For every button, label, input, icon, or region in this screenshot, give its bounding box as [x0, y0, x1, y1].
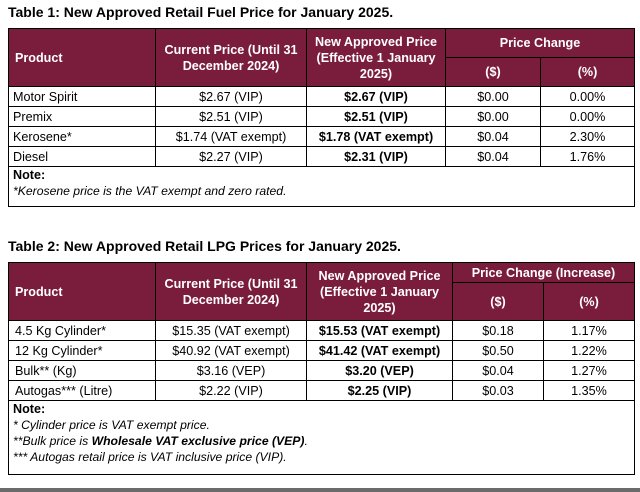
- table-row: Premix $2.51 (VIP) $2.51 (VIP) $0.00 0.0…: [8, 106, 635, 127]
- current-price-cell: $1.74 (VAT exempt): [155, 126, 307, 147]
- bottom-scroll-bar: [0, 488, 640, 492]
- table-row: 12 Kg Cylinder* $40.92 (VAT exempt) $41.…: [8, 340, 635, 361]
- header-new-price: New Approved Price (Effective 1 January …: [306, 262, 453, 321]
- header-change-dollar: ($): [445, 57, 541, 87]
- header-price-change: Price Change: [445, 28, 635, 58]
- header-current-price: Current Price (Until 31 December 2024): [155, 262, 307, 321]
- note-bulk-suffix: .: [304, 434, 308, 448]
- note-title: Note:: [13, 402, 46, 416]
- note-line: *Kerosene price is the VAT exempt and ze…: [13, 184, 287, 198]
- header-current-price: Current Price (Until 31 December 2024): [155, 28, 307, 87]
- change-dollar-cell: $0.50: [452, 340, 544, 361]
- note-bulk-bold: Wholesale VAT exclusive price (VEP): [91, 434, 305, 448]
- header-product: Product: [8, 262, 156, 321]
- change-percent-cell: 1.17%: [543, 320, 635, 341]
- note-line-autogas: *** Autogas retail price is VAT inclusiv…: [13, 450, 287, 464]
- table2-title: Table 2: New Approved Retail LPG Prices …: [8, 238, 401, 254]
- header-new-price: New Approved Price (Effective 1 January …: [306, 28, 446, 87]
- new-price-cell: $1.78 (VAT exempt): [306, 126, 446, 147]
- table1-title: Table 1: New Approved Retail Fuel Price …: [8, 4, 394, 20]
- new-price-cell: $15.53 (VAT exempt): [306, 320, 453, 341]
- change-percent-cell: 0.00%: [540, 86, 635, 107]
- note-bulk-prefix: **Bulk price is: [13, 434, 92, 448]
- table1-note: Note: *Kerosene price is the VAT exempt …: [8, 166, 635, 207]
- table-row: 4.5 Kg Cylinder* $15.35 (VAT exempt) $15…: [8, 320, 635, 341]
- product-cell: Kerosene*: [8, 126, 156, 147]
- change-percent-cell: 2.30%: [540, 126, 635, 147]
- table-row: Motor Spirit $2.67 (VIP) $2.67 (VIP) $0.…: [8, 86, 635, 107]
- change-percent-cell: 1.35%: [543, 380, 635, 401]
- note-title: Note:: [13, 168, 46, 182]
- current-price-cell: $15.35 (VAT exempt): [155, 320, 307, 341]
- new-price-cell: $3.20 (VEP): [306, 360, 453, 381]
- change-dollar-cell: $0.18: [452, 320, 544, 341]
- new-price-cell: $2.51 (VIP): [306, 106, 446, 127]
- change-dollar-cell: $0.04: [445, 126, 541, 147]
- change-dollar-cell: $0.00: [445, 86, 541, 107]
- product-cell: 12 Kg Cylinder*: [8, 340, 156, 361]
- new-price-cell: $41.42 (VAT exempt): [306, 340, 453, 361]
- table2-note: Note: * Cylinder price is VAT exempt pri…: [8, 400, 635, 475]
- header-change-percent: (%): [540, 57, 635, 87]
- product-cell: Premix: [8, 106, 156, 127]
- header-price-change: Price Change (Increase): [452, 262, 635, 283]
- note-line-bulk: **Bulk price is Wholesale VAT exclusive …: [13, 433, 630, 449]
- change-dollar-cell: $0.04: [452, 360, 544, 381]
- current-price-cell: $2.51 (VIP): [155, 106, 307, 127]
- change-percent-cell: 1.22%: [543, 340, 635, 361]
- fuel-price-table: Product Current Price (Until 31 December…: [8, 28, 635, 207]
- product-cell: Diesel: [8, 146, 156, 167]
- change-dollar-cell: $0.04: [445, 146, 541, 167]
- product-cell: 4.5 Kg Cylinder*: [8, 320, 156, 341]
- product-cell: Bulk** (Kg): [8, 360, 156, 381]
- product-cell: Autogas*** (Litre): [8, 380, 156, 401]
- table-row: Autogas*** (Litre) $2.22 (VIP) $2.25 (VI…: [8, 380, 635, 401]
- product-cell: Motor Spirit: [8, 86, 156, 107]
- current-price-cell: $2.27 (VIP): [155, 146, 307, 167]
- change-dollar-cell: $0.03: [452, 380, 544, 401]
- table-row: Diesel $2.27 (VIP) $2.31 (VIP) $0.04 1.7…: [8, 146, 635, 167]
- new-price-cell: $2.31 (VIP): [306, 146, 446, 167]
- change-percent-cell: 1.76%: [540, 146, 635, 167]
- new-price-cell: $2.67 (VIP): [306, 86, 446, 107]
- change-percent-cell: 1.27%: [543, 360, 635, 381]
- table-row: Bulk** (Kg) $3.16 (VEP) $3.20 (VEP) $0.0…: [8, 360, 635, 381]
- lpg-price-table: Product Current Price (Until 31 December…: [8, 262, 635, 475]
- current-price-cell: $40.92 (VAT exempt): [155, 340, 307, 361]
- header-product: Product: [8, 28, 156, 87]
- new-price-cell: $2.25 (VIP): [306, 380, 453, 401]
- current-price-cell: $2.22 (VIP): [155, 380, 307, 401]
- note-line-cylinder: * Cylinder price is VAT exempt price.: [13, 418, 210, 432]
- table-row: Kerosene* $1.74 (VAT exempt) $1.78 (VAT …: [8, 126, 635, 147]
- change-percent-cell: 0.00%: [540, 106, 635, 127]
- current-price-cell: $2.67 (VIP): [155, 86, 307, 107]
- header-change-dollar: ($): [452, 282, 544, 321]
- change-dollar-cell: $0.00: [445, 106, 541, 127]
- current-price-cell: $3.16 (VEP): [155, 360, 307, 381]
- header-change-percent: (%): [543, 282, 635, 321]
